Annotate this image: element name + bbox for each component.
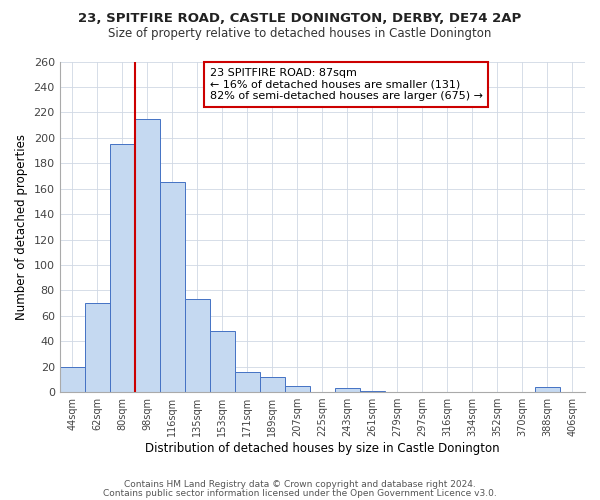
Bar <box>185 300 210 392</box>
Bar <box>110 144 135 392</box>
Text: Size of property relative to detached houses in Castle Donington: Size of property relative to detached ho… <box>109 28 491 40</box>
Bar <box>535 387 560 392</box>
Text: Contains HM Land Registry data © Crown copyright and database right 2024.: Contains HM Land Registry data © Crown c… <box>124 480 476 489</box>
Bar <box>335 388 360 392</box>
X-axis label: Distribution of detached houses by size in Castle Donington: Distribution of detached houses by size … <box>145 442 500 455</box>
Bar <box>85 303 110 392</box>
Bar <box>210 331 235 392</box>
Bar <box>235 372 260 392</box>
Text: 23, SPITFIRE ROAD, CASTLE DONINGTON, DERBY, DE74 2AP: 23, SPITFIRE ROAD, CASTLE DONINGTON, DER… <box>79 12 521 26</box>
Bar <box>160 182 185 392</box>
Y-axis label: Number of detached properties: Number of detached properties <box>15 134 28 320</box>
Bar <box>135 118 160 392</box>
Text: Contains public sector information licensed under the Open Government Licence v3: Contains public sector information licen… <box>103 489 497 498</box>
Bar <box>59 366 85 392</box>
Bar <box>360 391 385 392</box>
Bar <box>260 377 285 392</box>
Text: 23 SPITFIRE ROAD: 87sqm
← 16% of detached houses are smaller (131)
82% of semi-d: 23 SPITFIRE ROAD: 87sqm ← 16% of detache… <box>210 68 483 101</box>
Bar <box>285 386 310 392</box>
